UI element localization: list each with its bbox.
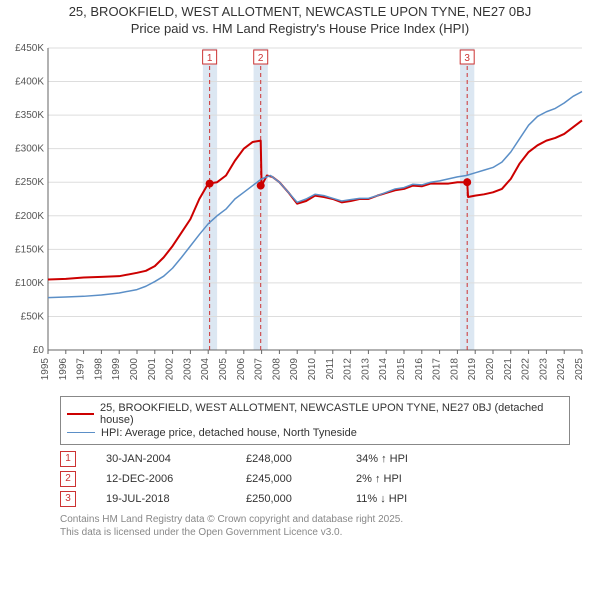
svg-text:£150K: £150K bbox=[15, 244, 44, 255]
event-number-box: 3 bbox=[60, 491, 76, 507]
footnote-line-2: This data is licensed under the Open Gov… bbox=[60, 526, 570, 539]
svg-text:1999: 1999 bbox=[111, 357, 122, 380]
svg-text:2010: 2010 bbox=[307, 357, 318, 380]
svg-text:2020: 2020 bbox=[485, 357, 496, 380]
event-row: 3 19-JUL-2018£250,00011% ↓ HPI bbox=[60, 491, 570, 507]
event-date: 30-JAN-2004 bbox=[106, 453, 246, 465]
legend: 25, BROOKFIELD, WEST ALLOTMENT, NEWCASTL… bbox=[60, 396, 570, 445]
svg-text:£300K: £300K bbox=[15, 143, 44, 154]
svg-text:2012: 2012 bbox=[343, 357, 354, 380]
svg-text:£0: £0 bbox=[33, 345, 45, 356]
svg-text:2000: 2000 bbox=[129, 357, 140, 380]
title-line-1: 25, BROOKFIELD, WEST ALLOTMENT, NEWCASTL… bbox=[10, 4, 590, 21]
legend-item: HPI: Average price, detached house, Nort… bbox=[67, 427, 563, 439]
svg-text:2011: 2011 bbox=[325, 357, 336, 379]
svg-text:2001: 2001 bbox=[147, 357, 158, 380]
legend-label: HPI: Average price, detached house, Nort… bbox=[101, 427, 357, 439]
svg-text:2008: 2008 bbox=[271, 357, 282, 380]
svg-text:1996: 1996 bbox=[58, 357, 69, 380]
event-row: 1 30-JAN-2004£248,00034% ↑ HPI bbox=[60, 451, 570, 467]
svg-text:2016: 2016 bbox=[414, 357, 425, 380]
line-chart: £0 £50K £100K £150K £200K £250K £300K £350K £400… bbox=[0, 40, 600, 390]
svg-text:1995: 1995 bbox=[40, 357, 51, 380]
event-price: £245,000 bbox=[246, 473, 356, 485]
svg-text:2017: 2017 bbox=[432, 357, 443, 380]
legend-label: 25, BROOKFIELD, WEST ALLOTMENT, NEWCASTL… bbox=[100, 402, 563, 426]
svg-text:2021: 2021 bbox=[503, 357, 514, 380]
title-line-2: Price paid vs. HM Land Registry's House … bbox=[10, 21, 590, 38]
svg-text:2013: 2013 bbox=[360, 357, 371, 380]
svg-text:2023: 2023 bbox=[538, 357, 549, 380]
svg-text:3: 3 bbox=[464, 53, 470, 64]
event-number-box: 2 bbox=[60, 471, 76, 487]
svg-text:1997: 1997 bbox=[76, 357, 87, 380]
svg-text:2003: 2003 bbox=[182, 357, 193, 380]
svg-text:2002: 2002 bbox=[165, 357, 176, 380]
event-date: 12-DEC-2006 bbox=[106, 473, 246, 485]
footnote-line-1: Contains HM Land Registry data © Crown c… bbox=[60, 513, 570, 526]
legend-swatch bbox=[67, 432, 95, 433]
svg-text:2: 2 bbox=[258, 53, 264, 64]
event-price: £248,000 bbox=[246, 453, 356, 465]
footnote: Contains HM Land Registry data © Crown c… bbox=[60, 513, 570, 539]
svg-text:2004: 2004 bbox=[200, 357, 211, 380]
chart-area: £0 £50K £100K £150K £200K £250K £300K £350K £400… bbox=[0, 40, 600, 390]
svg-text:£250K: £250K bbox=[15, 177, 44, 188]
svg-text:2007: 2007 bbox=[254, 357, 265, 380]
svg-text:2015: 2015 bbox=[396, 357, 407, 380]
event-date: 19-JUL-2018 bbox=[106, 493, 246, 505]
svg-text:2022: 2022 bbox=[521, 357, 532, 380]
svg-text:£350K: £350K bbox=[15, 110, 44, 121]
svg-text:£100K: £100K bbox=[15, 278, 44, 289]
svg-text:£200K: £200K bbox=[15, 211, 44, 222]
svg-text:£50K: £50K bbox=[21, 311, 45, 322]
event-row: 2 12-DEC-2006£245,0002% ↑ HPI bbox=[60, 471, 570, 487]
svg-text:2018: 2018 bbox=[449, 357, 460, 380]
event-delta: 11% ↓ HPI bbox=[356, 493, 496, 505]
svg-text:2006: 2006 bbox=[236, 357, 247, 380]
svg-text:2014: 2014 bbox=[378, 357, 389, 380]
event-price: £250,000 bbox=[246, 493, 356, 505]
event-table: 1 30-JAN-2004£248,00034% ↑ HPI 2 12-DEC-200… bbox=[60, 451, 570, 507]
chart-title: 25, BROOKFIELD, WEST ALLOTMENT, NEWCASTL… bbox=[0, 0, 600, 40]
legend-item: 25, BROOKFIELD, WEST ALLOTMENT, NEWCASTL… bbox=[67, 402, 563, 426]
svg-text:2005: 2005 bbox=[218, 357, 229, 380]
svg-text:2024: 2024 bbox=[556, 357, 567, 380]
event-delta: 2% ↑ HPI bbox=[356, 473, 496, 485]
svg-text:2025: 2025 bbox=[574, 357, 585, 380]
legend-swatch bbox=[67, 413, 94, 415]
svg-text:£400K: £400K bbox=[15, 76, 44, 87]
svg-text:1998: 1998 bbox=[93, 357, 104, 380]
svg-text:2009: 2009 bbox=[289, 357, 300, 380]
svg-text:1: 1 bbox=[207, 53, 213, 64]
svg-text:2019: 2019 bbox=[467, 357, 478, 380]
event-delta: 34% ↑ HPI bbox=[356, 453, 496, 465]
event-number-box: 1 bbox=[60, 451, 76, 467]
svg-text:£450K: £450K bbox=[15, 43, 44, 54]
